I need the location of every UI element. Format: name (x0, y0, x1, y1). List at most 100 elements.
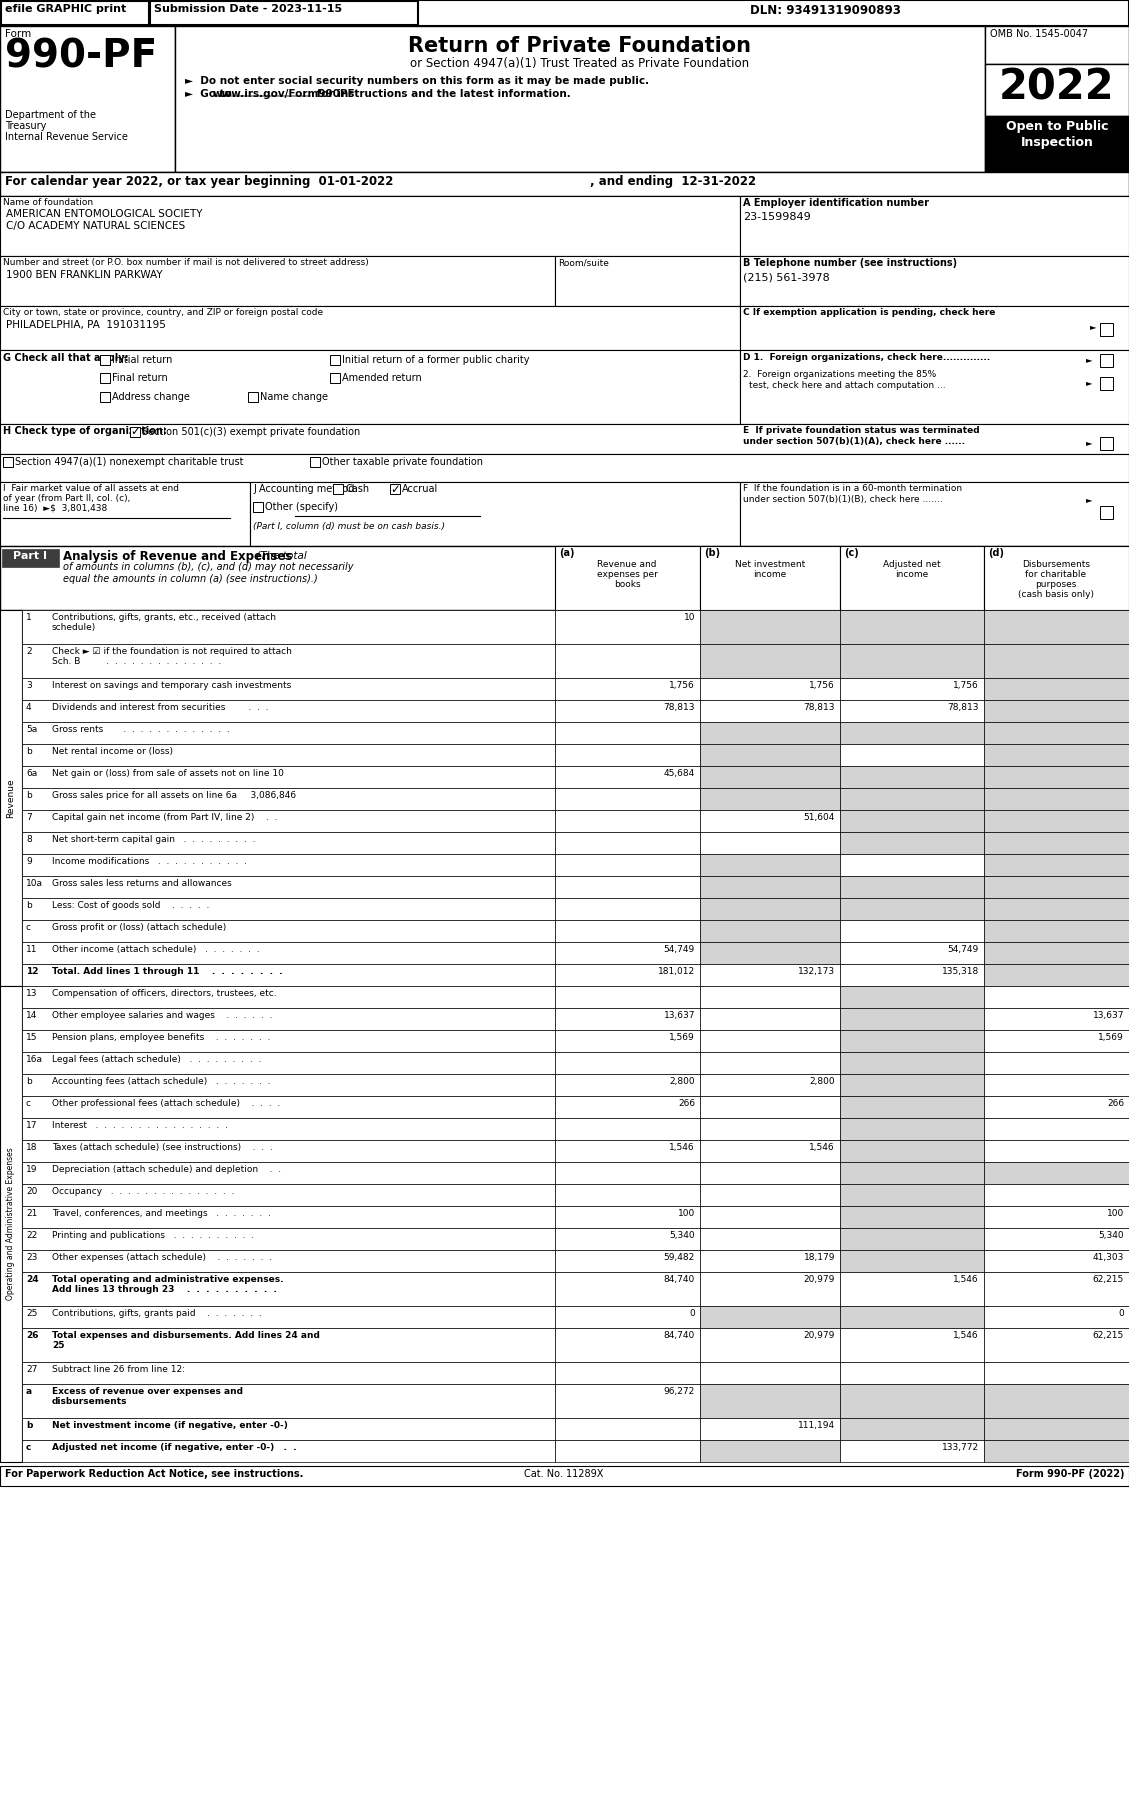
Text: DLN: 93491319090893: DLN: 93491319090893 (750, 4, 901, 16)
Text: Operating and Administrative Expenses: Operating and Administrative Expenses (7, 1147, 16, 1300)
Bar (555, 678, 700, 699)
Bar (984, 1162, 1129, 1185)
Text: PHILADELPHIA, PA  191031195: PHILADELPHIA, PA 191031195 (6, 320, 166, 331)
Bar (555, 1271, 700, 1305)
Text: 1,756: 1,756 (953, 681, 979, 690)
Text: 10: 10 (683, 613, 695, 622)
Bar (333, 484, 343, 494)
Text: 19: 19 (26, 1165, 37, 1174)
Text: 8: 8 (26, 834, 32, 843)
Text: Name change: Name change (260, 392, 329, 403)
Bar (555, 985, 700, 1009)
Text: Internal Revenue Service: Internal Revenue Service (5, 131, 128, 142)
Bar (555, 1228, 700, 1250)
Text: Contributions, gifts, grants, etc., received (attach: Contributions, gifts, grants, etc., rece… (52, 613, 275, 622)
Text: 1,756: 1,756 (809, 681, 835, 690)
Bar (21, 1073, 555, 1097)
Bar (739, 306, 1129, 351)
Bar (0, 196, 739, 255)
Text: Cash: Cash (345, 484, 369, 494)
Bar (700, 811, 840, 832)
Bar (0, 1465, 1129, 1485)
Text: 266: 266 (1106, 1099, 1124, 1108)
Bar (984, 942, 1129, 964)
Bar (984, 766, 1129, 788)
Text: A Employer identification number: A Employer identification number (743, 198, 929, 209)
Text: Total expenses and disbursements. Add lines 24 and: Total expenses and disbursements. Add li… (52, 1331, 320, 1340)
Bar (555, 1329, 700, 1363)
Bar (21, 964, 555, 985)
Bar (840, 1384, 984, 1419)
Bar (555, 1118, 700, 1140)
Bar (700, 876, 840, 897)
Text: 13: 13 (26, 989, 37, 998)
Bar (21, 832, 555, 854)
Bar (21, 1097, 555, 1118)
Text: b: b (26, 901, 32, 910)
Bar (3, 457, 14, 467)
Bar (555, 547, 700, 610)
Text: b: b (26, 1420, 33, 1429)
Text: Net investment: Net investment (735, 559, 805, 568)
Bar (984, 964, 1129, 985)
Text: Travel, conferences, and meetings   .  .  .  .  .  .  .: Travel, conferences, and meetings . . . … (52, 1208, 271, 1217)
Text: 4: 4 (26, 703, 32, 712)
Text: B Telephone number (see instructions): B Telephone number (see instructions) (743, 257, 957, 268)
Bar (0, 306, 739, 351)
Bar (700, 1363, 840, 1384)
Bar (21, 766, 555, 788)
Bar (984, 65, 1129, 117)
Bar (0, 351, 739, 424)
Bar (390, 484, 400, 494)
Bar (700, 1250, 840, 1271)
Bar (700, 788, 840, 811)
Text: Gross sales less returns and allowances: Gross sales less returns and allowances (52, 879, 231, 888)
Bar (555, 1384, 700, 1419)
Text: equal the amounts in column (a) (see instructions).): equal the amounts in column (a) (see ins… (63, 574, 317, 584)
Text: schedule): schedule) (52, 622, 96, 633)
Bar (984, 985, 1129, 1009)
Text: Other employee salaries and wages    .  .  .  .  .  .: Other employee salaries and wages . . . … (52, 1010, 272, 1019)
Bar (700, 1185, 840, 1206)
Text: 18: 18 (26, 1144, 37, 1153)
Bar (840, 964, 984, 985)
Text: purposes: purposes (1035, 581, 1077, 590)
Bar (555, 744, 700, 766)
Bar (700, 942, 840, 964)
Bar (984, 699, 1129, 723)
Text: b: b (26, 1077, 32, 1086)
Bar (555, 788, 700, 811)
Text: Net short-term capital gain   .  .  .  .  .  .  .  .  .: Net short-term capital gain . . . . . . … (52, 834, 255, 843)
Text: under section 507(b)(1)(B), check here .......: under section 507(b)(1)(B), check here .… (743, 494, 943, 503)
Bar (1100, 324, 1113, 336)
Text: ►  Go to: ► Go to (185, 88, 236, 99)
Bar (840, 723, 984, 744)
Bar (700, 1009, 840, 1030)
Bar (984, 1030, 1129, 1052)
Bar (739, 351, 1129, 424)
Bar (700, 1118, 840, 1140)
Text: 5,340: 5,340 (1099, 1232, 1124, 1241)
Text: 23-1599849: 23-1599849 (743, 212, 811, 221)
Text: ►: ► (1089, 322, 1096, 331)
Text: 62,215: 62,215 (1093, 1275, 1124, 1284)
Bar (21, 1140, 555, 1162)
Bar (840, 1363, 984, 1384)
Bar (984, 610, 1129, 644)
Bar (700, 723, 840, 744)
Text: 84,740: 84,740 (664, 1275, 695, 1284)
Bar (100, 354, 110, 365)
Bar (0, 424, 1129, 455)
Text: Section 4947(a)(1) nonexempt charitable trust: Section 4947(a)(1) nonexempt charitable … (15, 457, 244, 467)
Text: Net rental income or (loss): Net rental income or (loss) (52, 746, 173, 755)
Bar (21, 610, 555, 644)
Text: 132,173: 132,173 (798, 967, 835, 976)
Text: Section 501(c)(3) exempt private foundation: Section 501(c)(3) exempt private foundat… (142, 426, 360, 437)
Text: 266: 266 (677, 1099, 695, 1108)
Bar (555, 644, 700, 678)
Text: 100: 100 (1106, 1208, 1124, 1217)
Bar (984, 547, 1129, 610)
Bar (984, 921, 1129, 942)
Text: Number and street (or P.O. box number if mail is not delivered to street address: Number and street (or P.O. box number if… (3, 257, 369, 266)
Bar (984, 1250, 1129, 1271)
